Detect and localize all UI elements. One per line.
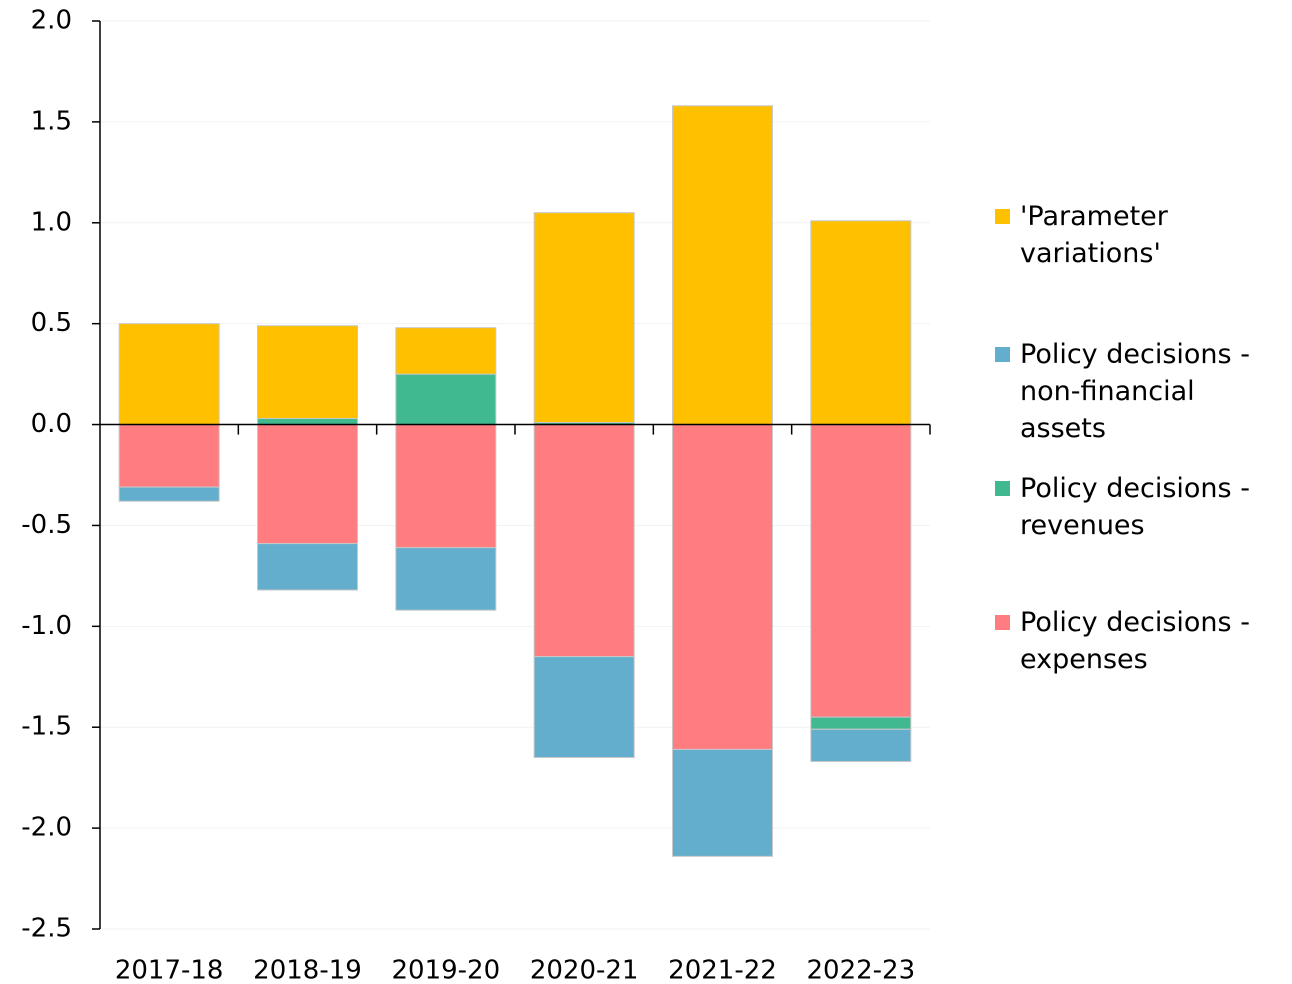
bar-segment [118, 323, 220, 426]
y-tick-label: 2.0 [31, 6, 72, 36]
bar-segment [257, 325, 358, 420]
bar-segment [395, 424, 497, 549]
y-tick-label: -1.0 [21, 611, 72, 641]
legend-item: 'Parameter variations' [995, 198, 1285, 272]
bar-segment [257, 418, 358, 426]
x-tick-label: 2020-21 [530, 956, 639, 984]
bar-segment [118, 486, 220, 502]
legend-item: Policy decisions - non-financial assets [995, 336, 1285, 447]
legend-swatch [995, 209, 1010, 224]
axes: -2.5 -2.0 -1.5 -1.0 -0.5 0.0 0.5 1.0 1.5 2.0 2017-… [21, 6, 931, 984]
y-tick-label: -1.5 [21, 712, 72, 742]
y-tick-label: 1.0 [31, 207, 72, 237]
bar-segment [810, 728, 912, 763]
legend-swatch [995, 481, 1010, 496]
y-tick-label: -0.5 [21, 510, 72, 540]
y-tick-label: -2.0 [21, 813, 72, 843]
legend-label: Policy decisions - expenses [1020, 607, 1250, 675]
legend-label: Policy decisions - non-financial assets [1020, 339, 1250, 444]
bar-segment [672, 105, 773, 426]
legend-item: Policy decisions - expenses [995, 604, 1285, 678]
legend-label: Policy decisions - revenues [1020, 473, 1250, 541]
bar-segment [533, 212, 635, 424]
legend-swatch [995, 615, 1010, 630]
bar-segment [395, 373, 497, 426]
bar-segment [395, 327, 497, 375]
bar-segment [672, 424, 773, 750]
bar-segment [118, 424, 220, 488]
bar-segment [810, 220, 912, 426]
legend-item: Policy decisions - revenues [995, 470, 1285, 544]
legend-swatch [995, 347, 1010, 362]
bar-segment [533, 424, 635, 658]
x-tick-label: 2018-19 [253, 956, 362, 984]
x-tick-label: 2021-22 [668, 956, 777, 984]
bar-segment [672, 748, 773, 857]
bar-segment [810, 716, 912, 730]
bar-segment [533, 656, 635, 758]
grid [100, 20, 930, 930]
bar-segment [810, 424, 912, 718]
x-tick-label: 2017-18 [115, 956, 224, 984]
y-tick-label: 0.0 [31, 409, 72, 439]
legend-label: 'Parameter variations' [1020, 201, 1168, 269]
x-tick-label: 2022-23 [807, 956, 916, 984]
y-tick-label: 0.5 [31, 308, 72, 338]
bar-segment [395, 547, 497, 611]
y-tick-label: -2.5 [21, 914, 72, 944]
bar-segment [257, 543, 358, 591]
x-tick-label: 2019-20 [392, 956, 501, 984]
bars [118, 105, 912, 857]
y-tick-label: 1.5 [31, 106, 72, 136]
bar-segment [257, 424, 358, 545]
